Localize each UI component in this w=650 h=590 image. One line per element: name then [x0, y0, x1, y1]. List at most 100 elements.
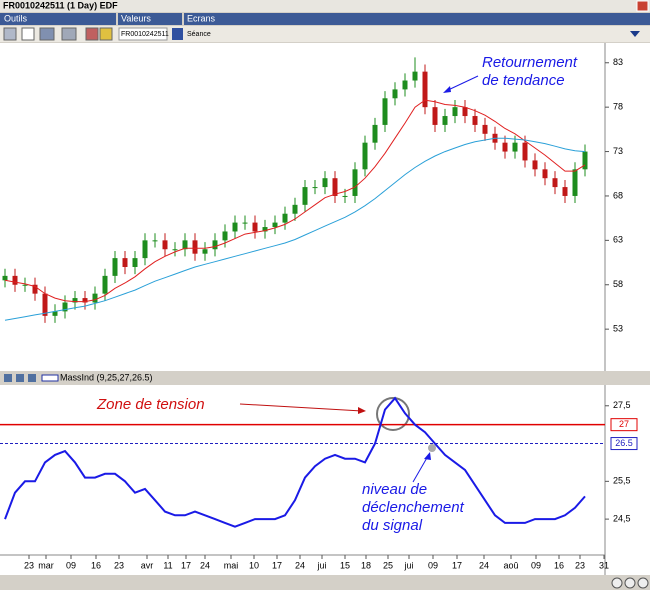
x-tick-label: 17 — [452, 560, 462, 570]
tool-icon[interactable] — [99, 27, 113, 41]
candle-body — [142, 240, 148, 259]
candle-body — [92, 293, 98, 303]
x-tick-label: aoû — [503, 560, 518, 570]
threshold-box — [610, 437, 638, 451]
menu-tab[interactable] — [184, 13, 650, 25]
indicator-panel — [0, 385, 650, 575]
candle-body — [192, 240, 198, 254]
candle-body — [292, 204, 298, 214]
close-button[interactable] — [636, 0, 649, 12]
candle-body — [432, 107, 438, 125]
candle-body — [52, 311, 58, 316]
x-tick-label: 24 — [295, 560, 305, 570]
x-tick-label: 23 — [575, 560, 585, 570]
threshold-box — [610, 418, 638, 432]
period-text: Séance — [187, 31, 211, 38]
candle-body — [302, 187, 308, 205]
highlight-circle — [376, 397, 410, 431]
x-tick-label: 09 — [531, 560, 541, 570]
x-tick-label: 10 — [249, 560, 259, 570]
candle-body — [502, 142, 508, 152]
annotation: Retournement — [482, 54, 578, 71]
threshold-label: 27 — [619, 419, 629, 429]
title-bar — [0, 0, 650, 12]
candle-body — [402, 80, 408, 90]
candle-body — [462, 107, 468, 117]
dropdown-arrow[interactable] — [630, 31, 640, 37]
y-tick-label: 78 — [613, 102, 623, 112]
candle-body — [72, 298, 78, 303]
zoom-button[interactable] — [637, 577, 649, 589]
candle-body — [102, 275, 108, 294]
menu-label: Outils — [4, 13, 28, 23]
candle-body — [352, 169, 358, 196]
candle-body — [392, 89, 398, 99]
candle-body — [32, 284, 38, 294]
threshold-label: 26.5 — [615, 438, 633, 448]
y-tick-label: 83 — [613, 57, 623, 67]
candle-body — [122, 258, 128, 267]
annotation: du signal — [362, 517, 423, 534]
annotation-arrow — [239, 403, 363, 412]
y-tick-label: 73 — [613, 146, 623, 156]
annotation-arrow — [412, 455, 429, 483]
candle-body — [342, 195, 348, 197]
candle-body — [312, 187, 318, 189]
annotation: niveau de — [362, 481, 427, 498]
tool-icon[interactable] — [85, 27, 99, 41]
x-tick-label: 31 — [599, 560, 609, 570]
panel-icon[interactable] — [28, 374, 36, 382]
candle-body — [272, 222, 278, 228]
candle-body — [282, 213, 288, 223]
tool-icon[interactable] — [21, 27, 35, 41]
y-tick-label: 25,5 — [613, 476, 631, 486]
candle-body — [222, 231, 228, 241]
annotation-arrow — [445, 75, 479, 92]
menu-label: Ecrans — [187, 13, 216, 23]
annotation: Zone de tension — [96, 396, 205, 413]
x-tick-label: 17 — [272, 560, 282, 570]
tool-icon[interactable] — [39, 27, 55, 41]
candle-body — [2, 275, 8, 281]
series-line — [4, 396, 586, 528]
series-line — [4, 99, 586, 303]
panel-icon[interactable] — [4, 374, 12, 382]
x-tick-label: 17 — [181, 560, 191, 570]
candle-body — [582, 151, 588, 170]
x-tick-label: mar — [38, 560, 54, 570]
indicator-title: MassInd (9,25,27,26.5) — [60, 372, 153, 382]
candle-body — [332, 178, 338, 196]
tool-icon[interactable] — [3, 27, 17, 41]
tool-icon[interactable] — [172, 28, 183, 40]
tool-icon[interactable] — [61, 27, 77, 41]
candle-body — [532, 160, 538, 170]
x-tick-label: 11 — [163, 560, 172, 570]
candle-body — [522, 142, 528, 161]
x-tick-label: 23 — [114, 560, 124, 570]
candle-body — [412, 71, 418, 81]
zoom-button[interactable] — [624, 577, 636, 589]
candle-body — [262, 227, 268, 232]
zoom-button[interactable] — [611, 577, 623, 589]
candle-body — [242, 222, 248, 224]
x-tick-label: mai — [224, 560, 239, 570]
candle-body — [472, 116, 478, 125]
candle-body — [482, 124, 488, 134]
candle-body — [572, 169, 578, 196]
candle-body — [252, 222, 258, 232]
menu-tab[interactable] — [118, 13, 182, 25]
annotation: déclenchement — [362, 499, 465, 516]
status-bar — [0, 576, 650, 590]
candle-body — [42, 293, 48, 316]
candle-body — [12, 275, 18, 285]
symbol-box[interactable] — [118, 27, 168, 41]
menu-tab[interactable] — [0, 13, 116, 25]
candle-body — [422, 71, 428, 108]
x-tick-label: avr — [141, 560, 154, 570]
x-tick-label: 15 — [340, 560, 350, 570]
symbol-text: FR0010242511 — [121, 31, 169, 38]
candle-body — [362, 142, 368, 170]
panel-icon[interactable] — [16, 374, 24, 382]
arrow-head — [443, 86, 451, 93]
candle-body — [112, 258, 118, 276]
